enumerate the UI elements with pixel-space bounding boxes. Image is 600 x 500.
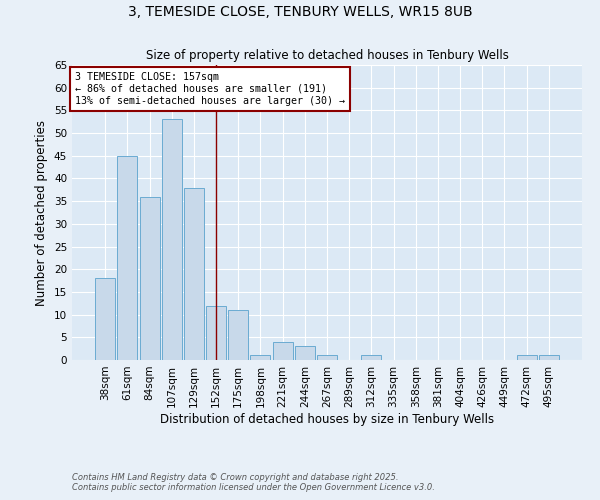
Bar — [140, 196, 160, 360]
Bar — [228, 310, 248, 360]
Bar — [184, 188, 204, 360]
Bar — [162, 120, 182, 360]
Bar — [272, 342, 293, 360]
Bar — [250, 356, 271, 360]
Bar — [95, 278, 115, 360]
Text: 3 TEMESIDE CLOSE: 157sqm
← 86% of detached houses are smaller (191)
13% of semi-: 3 TEMESIDE CLOSE: 157sqm ← 86% of detach… — [74, 72, 344, 106]
Bar — [118, 156, 137, 360]
Text: 3, TEMESIDE CLOSE, TENBURY WELLS, WR15 8UB: 3, TEMESIDE CLOSE, TENBURY WELLS, WR15 8… — [128, 5, 472, 19]
Bar — [295, 346, 315, 360]
Bar — [361, 356, 382, 360]
Text: Contains HM Land Registry data © Crown copyright and database right 2025.: Contains HM Land Registry data © Crown c… — [72, 472, 398, 482]
X-axis label: Distribution of detached houses by size in Tenbury Wells: Distribution of detached houses by size … — [160, 412, 494, 426]
Bar — [317, 356, 337, 360]
Bar — [206, 306, 226, 360]
Bar — [539, 356, 559, 360]
Text: Contains public sector information licensed under the Open Government Licence v3: Contains public sector information licen… — [72, 482, 435, 492]
Bar — [517, 356, 536, 360]
Title: Size of property relative to detached houses in Tenbury Wells: Size of property relative to detached ho… — [146, 50, 508, 62]
Y-axis label: Number of detached properties: Number of detached properties — [35, 120, 49, 306]
